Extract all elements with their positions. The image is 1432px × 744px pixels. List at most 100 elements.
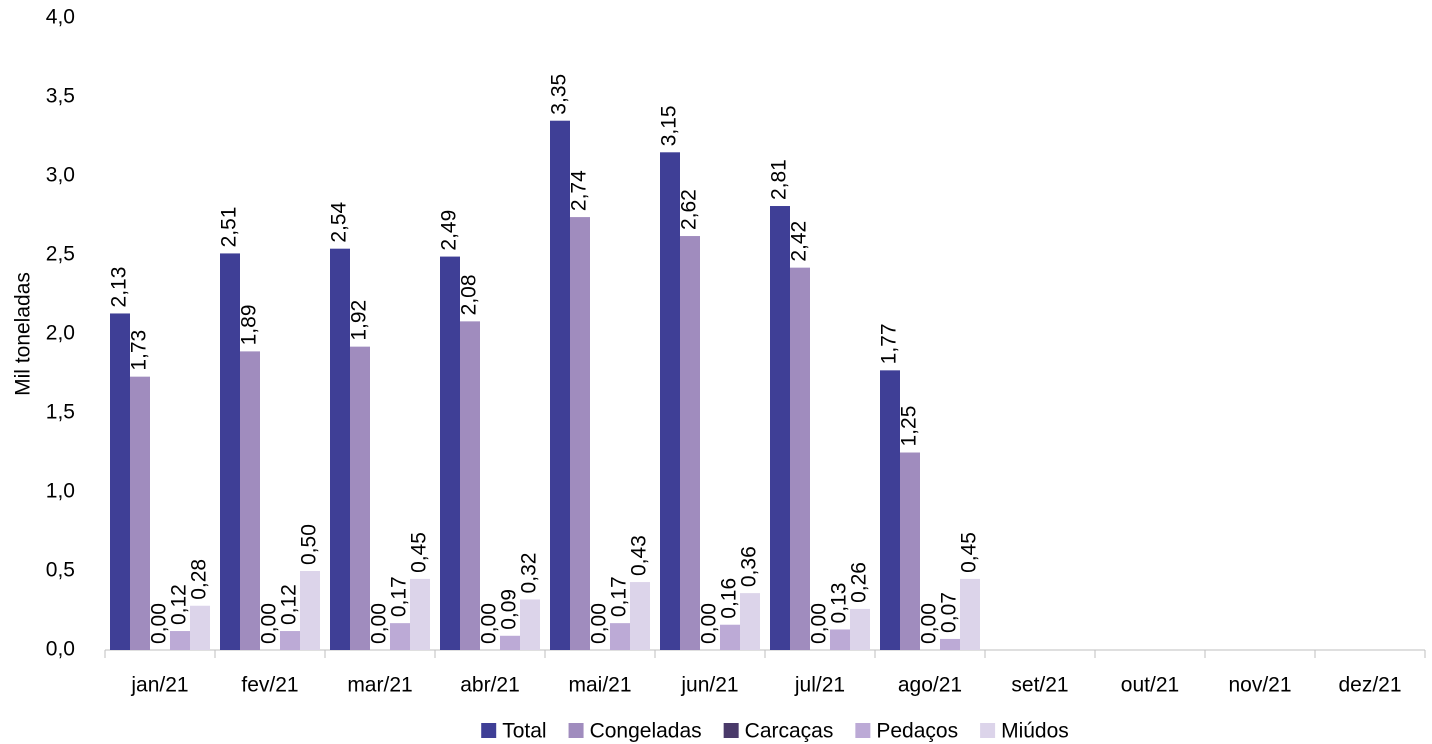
bar [940, 638, 960, 650]
bar [240, 351, 260, 650]
legend-swatch [855, 723, 871, 738]
data-label: 0,45 [958, 532, 981, 573]
y-tick-label: 0,5 [46, 559, 75, 582]
data-label: 2,51 [218, 207, 241, 248]
data-label: 0,45 [408, 532, 431, 573]
data-label: 1,89 [238, 305, 261, 346]
legend-swatch [723, 723, 739, 738]
data-label: 0,00 [808, 603, 831, 644]
data-label: 0,26 [848, 562, 871, 603]
x-tick-label: nov/21 [1228, 674, 1291, 697]
bar [110, 313, 130, 650]
bar [300, 571, 320, 650]
y-tick-label: 2,5 [46, 243, 75, 266]
bar [280, 631, 300, 650]
bar [550, 120, 570, 650]
data-label: 0,00 [368, 603, 391, 644]
legend-label: Miúdos [1001, 720, 1069, 743]
bar [740, 593, 760, 650]
bar [410, 578, 430, 650]
data-label: 0,17 [388, 576, 411, 617]
y-tick-label: 3,5 [46, 85, 75, 108]
legend-label: Congeladas [590, 720, 702, 743]
bar [130, 376, 150, 650]
data-label: 2,54 [328, 201, 351, 242]
bar [350, 346, 370, 650]
bar [770, 206, 790, 650]
data-label: 0,32 [518, 553, 541, 594]
data-label: 1,92 [348, 300, 371, 341]
data-label: 0,28 [188, 559, 211, 600]
bar [880, 370, 900, 650]
data-label: 0,00 [698, 603, 721, 644]
legend-label: Pedaços [876, 720, 958, 743]
bar [680, 236, 700, 651]
x-tick-label: abr/21 [460, 674, 520, 697]
data-label: 0,17 [608, 576, 631, 617]
data-label: 2,62 [678, 189, 701, 230]
bar [660, 152, 680, 651]
data-label: 2,13 [108, 267, 131, 308]
legend-label: Carcaças [745, 720, 834, 743]
bar [500, 635, 520, 650]
bar [570, 217, 590, 650]
legend-swatch [980, 723, 996, 738]
x-tick-label: out/21 [1121, 674, 1179, 697]
x-tick-label: mar/21 [347, 674, 412, 697]
y-tick-label: 3,0 [46, 164, 75, 187]
data-label: 1,73 [128, 330, 151, 371]
data-label: 0,07 [938, 592, 961, 633]
bar [440, 256, 460, 650]
x-tick-label: ago/21 [898, 674, 962, 697]
data-label: 3,15 [658, 105, 681, 146]
x-tick-label: fev/21 [241, 674, 298, 697]
bar [220, 253, 240, 651]
bar [850, 608, 870, 650]
bar [330, 248, 350, 650]
data-label: 0,13 [828, 583, 851, 624]
data-label: 0,36 [738, 546, 761, 587]
bar [390, 623, 410, 650]
bar [960, 578, 980, 650]
data-label: 0,00 [148, 603, 171, 644]
x-tick-label: set/21 [1011, 674, 1068, 697]
y-tick-label: 1,5 [46, 401, 75, 424]
data-label: 2,49 [438, 210, 461, 251]
bar [720, 624, 740, 650]
data-label: 0,00 [588, 603, 611, 644]
data-label: 2,74 [568, 170, 591, 211]
bar [170, 631, 190, 650]
bar [630, 582, 650, 650]
data-label: 0,00 [918, 603, 941, 644]
data-label: 0,50 [298, 524, 321, 565]
x-tick-label: jan/21 [130, 674, 188, 697]
y-tick-label: 0,0 [46, 638, 75, 661]
data-label: 0,43 [628, 535, 651, 576]
y-tick-label: 1,0 [46, 480, 75, 503]
x-tick-label: jul/21 [794, 674, 845, 697]
data-label: 2,42 [788, 221, 811, 262]
data-label: 0,12 [278, 584, 301, 625]
data-label: 3,35 [548, 74, 571, 115]
legend-swatch [481, 723, 497, 738]
data-label: 2,08 [458, 274, 481, 315]
bar [520, 599, 540, 650]
bar [190, 605, 210, 650]
data-label: 0,00 [258, 603, 281, 644]
x-tick-label: jun/21 [680, 674, 738, 697]
bar [460, 321, 480, 650]
bar [900, 452, 920, 650]
data-label: 0,12 [168, 584, 191, 625]
legend-label: Total [502, 720, 546, 743]
data-label: 0,16 [718, 578, 741, 619]
data-label: 0,09 [498, 589, 521, 630]
data-label: 1,25 [898, 406, 921, 447]
y-tick-label: 4,0 [46, 6, 75, 29]
x-tick-label: dez/21 [1338, 674, 1401, 697]
y-axis-label: Mil toneladas [12, 272, 35, 396]
bar [610, 623, 630, 650]
x-tick-label: mai/21 [568, 674, 631, 697]
legend-swatch [568, 723, 584, 738]
y-tick-label: 2,0 [46, 322, 75, 345]
